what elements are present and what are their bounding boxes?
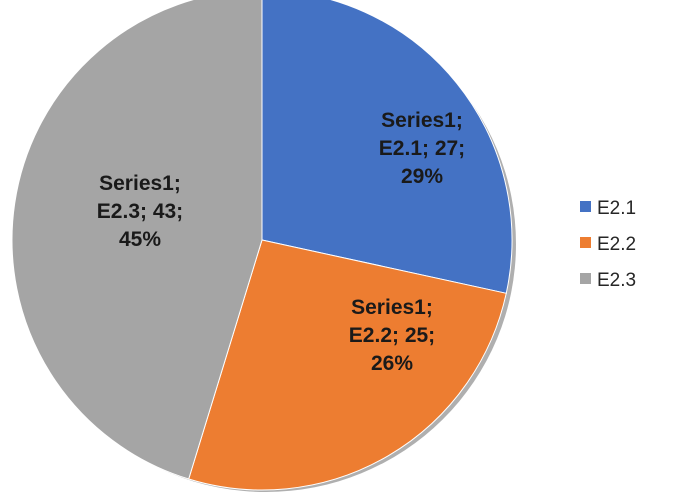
data-label-line: Series1; [351, 296, 433, 319]
data-label-e2-3: Series1; E2.3; 43; 45% [97, 172, 183, 251]
pie-slice-e2-2 [188, 239, 507, 491]
data-label-line: 26% [371, 352, 413, 375]
data-label-e2-1: Series1; E2.1; 27; 29% [379, 109, 465, 188]
legend-label-e2-2: E2.2 [597, 234, 636, 255]
data-label-line: 29% [401, 165, 443, 188]
legend: E2.1 E2.2 E2.3 [580, 198, 636, 291]
pie-slice-e2-3 [11, 0, 263, 480]
data-label-line: E2.3; 43; [97, 200, 183, 223]
legend-swatch-e2-3 [580, 273, 591, 284]
legend-swatch-e2-1 [580, 201, 591, 212]
data-label-line: E2.1; 27; [379, 137, 465, 160]
pie-slice-e2-1 [261, 0, 513, 294]
pie-slices [11, 0, 513, 491]
data-label-e2-2: Series1; E2.2; 25; 26% [349, 296, 435, 375]
legend-label-e2-3: E2.3 [597, 270, 636, 291]
data-label-line: Series1; [99, 172, 181, 195]
legend-label-e2-1: E2.1 [597, 198, 636, 219]
data-label-line: Series1; [381, 109, 463, 132]
data-label-line: E2.2; 25; [349, 324, 435, 347]
data-labels: Series1; E2.1; 27; 29% Series1; E2.2; 25; 26%… [97, 109, 465, 375]
legend-swatch-e2-2 [580, 237, 591, 248]
data-label-line: 45% [119, 228, 161, 251]
